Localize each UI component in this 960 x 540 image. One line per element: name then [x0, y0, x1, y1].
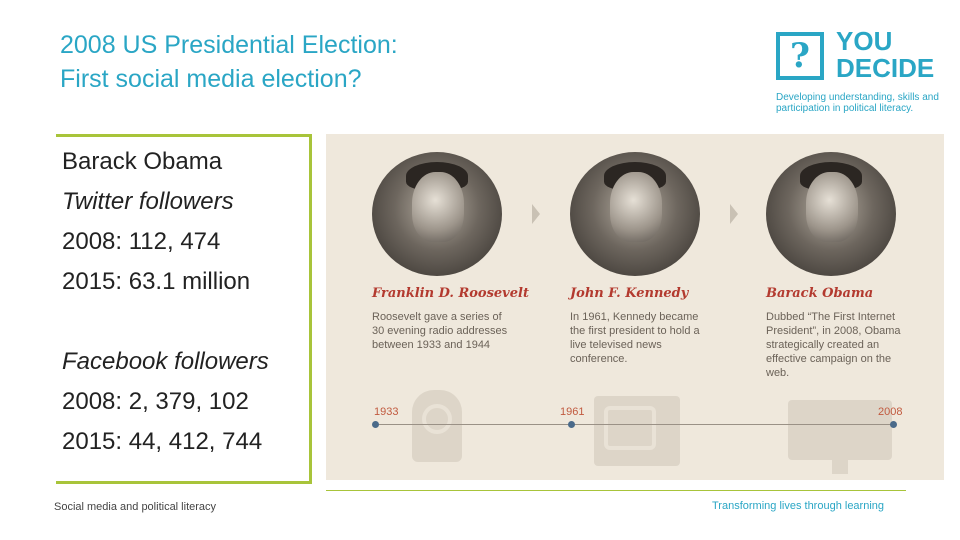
- footer-left-text: Social media and political literacy: [54, 501, 217, 513]
- portrait-face: [806, 172, 858, 242]
- chevron-right-icon: [730, 204, 738, 224]
- timeline-dot: [890, 421, 897, 428]
- facebook-2015: 2015: 44, 412, 744: [62, 428, 263, 455]
- logo-wordmark: YOU DECIDE: [836, 28, 934, 82]
- timeline-year: 1961: [560, 406, 585, 418]
- title-line-1: 2008 US Presidential Election:: [60, 31, 398, 59]
- television-icon: [594, 396, 680, 466]
- president-description: In 1961, Kennedy became the first presid…: [570, 311, 700, 365]
- president-description: Dubbed “The First Internet President”, i…: [766, 311, 901, 379]
- stats-frame: [56, 134, 312, 484]
- presidents-media-infographic: Franklin D. Roosevelt Roosevelt gave a s…: [326, 134, 944, 480]
- stats-spacer: [62, 302, 322, 342]
- obama-stats: Barack Obama Twitter followers 2008: 112…: [62, 142, 322, 462]
- president-name: John F. Kennedy: [570, 286, 689, 301]
- twitter-2015: 2015: 63.1 million: [62, 268, 251, 295]
- timeline-dot: [372, 421, 379, 428]
- computer-monitor-icon: [788, 400, 892, 474]
- timeline-axis: [374, 424, 894, 425]
- question-mark-icon: ?: [776, 32, 824, 80]
- chevron-right-icon: [532, 204, 540, 224]
- timeline-dot: [568, 421, 575, 428]
- roosevelt-portrait: [372, 152, 502, 276]
- radio-icon: [412, 390, 462, 462]
- logo-tagline: Developing understanding, skills and par…: [776, 92, 939, 114]
- facebook-2008: 2008: 2, 379, 102: [62, 388, 249, 415]
- timeline-year: 1933: [374, 406, 399, 418]
- president-description: Roosevelt gave a series of 30 evening ra…: [372, 311, 508, 351]
- logo-word-decide: DECIDE: [836, 53, 935, 83]
- you-decide-logo: ? YOU DECIDE Developing understanding, s…: [776, 28, 956, 118]
- logo-word-you: YOU: [836, 26, 893, 56]
- facebook-label: Facebook followers: [62, 348, 269, 375]
- title-line-2: First social media election?: [60, 65, 362, 93]
- twitter-2008: 2008: 112, 474: [62, 228, 221, 255]
- kennedy-portrait: [570, 152, 700, 276]
- stats-name: Barack Obama: [62, 148, 223, 175]
- obama-portrait: [766, 152, 896, 276]
- portrait-face: [610, 172, 662, 242]
- footer-divider: [326, 490, 906, 491]
- president-name: Barack Obama: [766, 286, 874, 301]
- president-name: Franklin D. Roosevelt: [372, 286, 529, 301]
- timeline-year: 2008: [878, 406, 903, 418]
- portrait-face: [412, 172, 464, 242]
- footer-right-text: Transforming lives through learning: [712, 500, 885, 512]
- slide-title: 2008 US Presidential Election: First soc…: [60, 28, 660, 96]
- twitter-label: Twitter followers: [62, 188, 234, 215]
